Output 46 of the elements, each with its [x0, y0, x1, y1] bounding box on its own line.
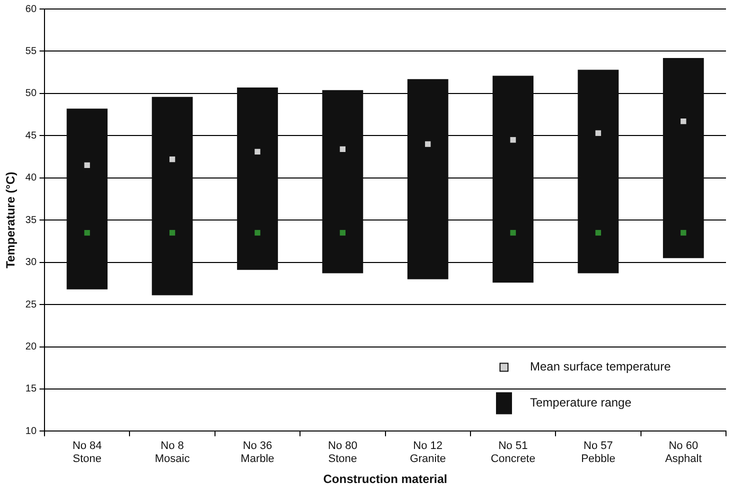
x-tick-label: No 57 Pebble: [581, 440, 616, 466]
y-axis-title: Temperature (°C): [4, 172, 18, 268]
y-tick-label: 15: [25, 384, 37, 395]
bar: [322, 90, 364, 274]
bar: [578, 70, 619, 274]
bar: [237, 88, 278, 270]
point: [510, 137, 516, 143]
point: [680, 230, 686, 236]
point: [84, 230, 90, 236]
y-tick-label: 35: [25, 214, 37, 226]
bar: [492, 76, 534, 283]
point: [169, 230, 176, 236]
bar: [152, 96, 193, 296]
x-axis-title: Construction material: [323, 472, 448, 486]
point: [595, 230, 602, 236]
point: [340, 146, 346, 152]
y-tick-label: 50: [25, 88, 37, 100]
x-tick-label: No 36 Marble: [240, 440, 274, 466]
point: [510, 230, 516, 236]
y-tick-label: 55: [25, 46, 37, 57]
bar: [662, 58, 704, 258]
point: [340, 230, 346, 236]
x-tick-label: No 8 Mosaic: [154, 440, 190, 466]
y-tick-label: 10: [25, 426, 37, 437]
y-tick-label: 60: [25, 4, 37, 15]
y-tick-label: 25: [25, 299, 37, 310]
legend-label: Mean surface temperature: [530, 360, 672, 374]
bar: [66, 108, 108, 290]
y-tick-label: 45: [25, 130, 37, 142]
bar: [407, 79, 448, 280]
point: [254, 148, 260, 155]
x-tick-label: No 51 Concrete: [490, 440, 536, 466]
y-tick-label: 40: [25, 172, 37, 184]
legend-label: Temperature range: [530, 396, 632, 410]
x-tick-label: No 84 Stone: [72, 440, 102, 466]
x-tick-label: No 12 Granite: [410, 440, 446, 466]
x-tick-label: No 80 Stone: [328, 440, 358, 466]
point: [680, 118, 686, 124]
point: [84, 162, 90, 168]
y-tick-label: 20: [25, 342, 37, 353]
y-tick-label: 30: [25, 257, 37, 268]
point: [425, 141, 431, 147]
point: [254, 230, 260, 236]
point: [169, 156, 176, 162]
point: [595, 130, 602, 136]
x-tick-label: No 60 Asphalt: [665, 440, 702, 466]
